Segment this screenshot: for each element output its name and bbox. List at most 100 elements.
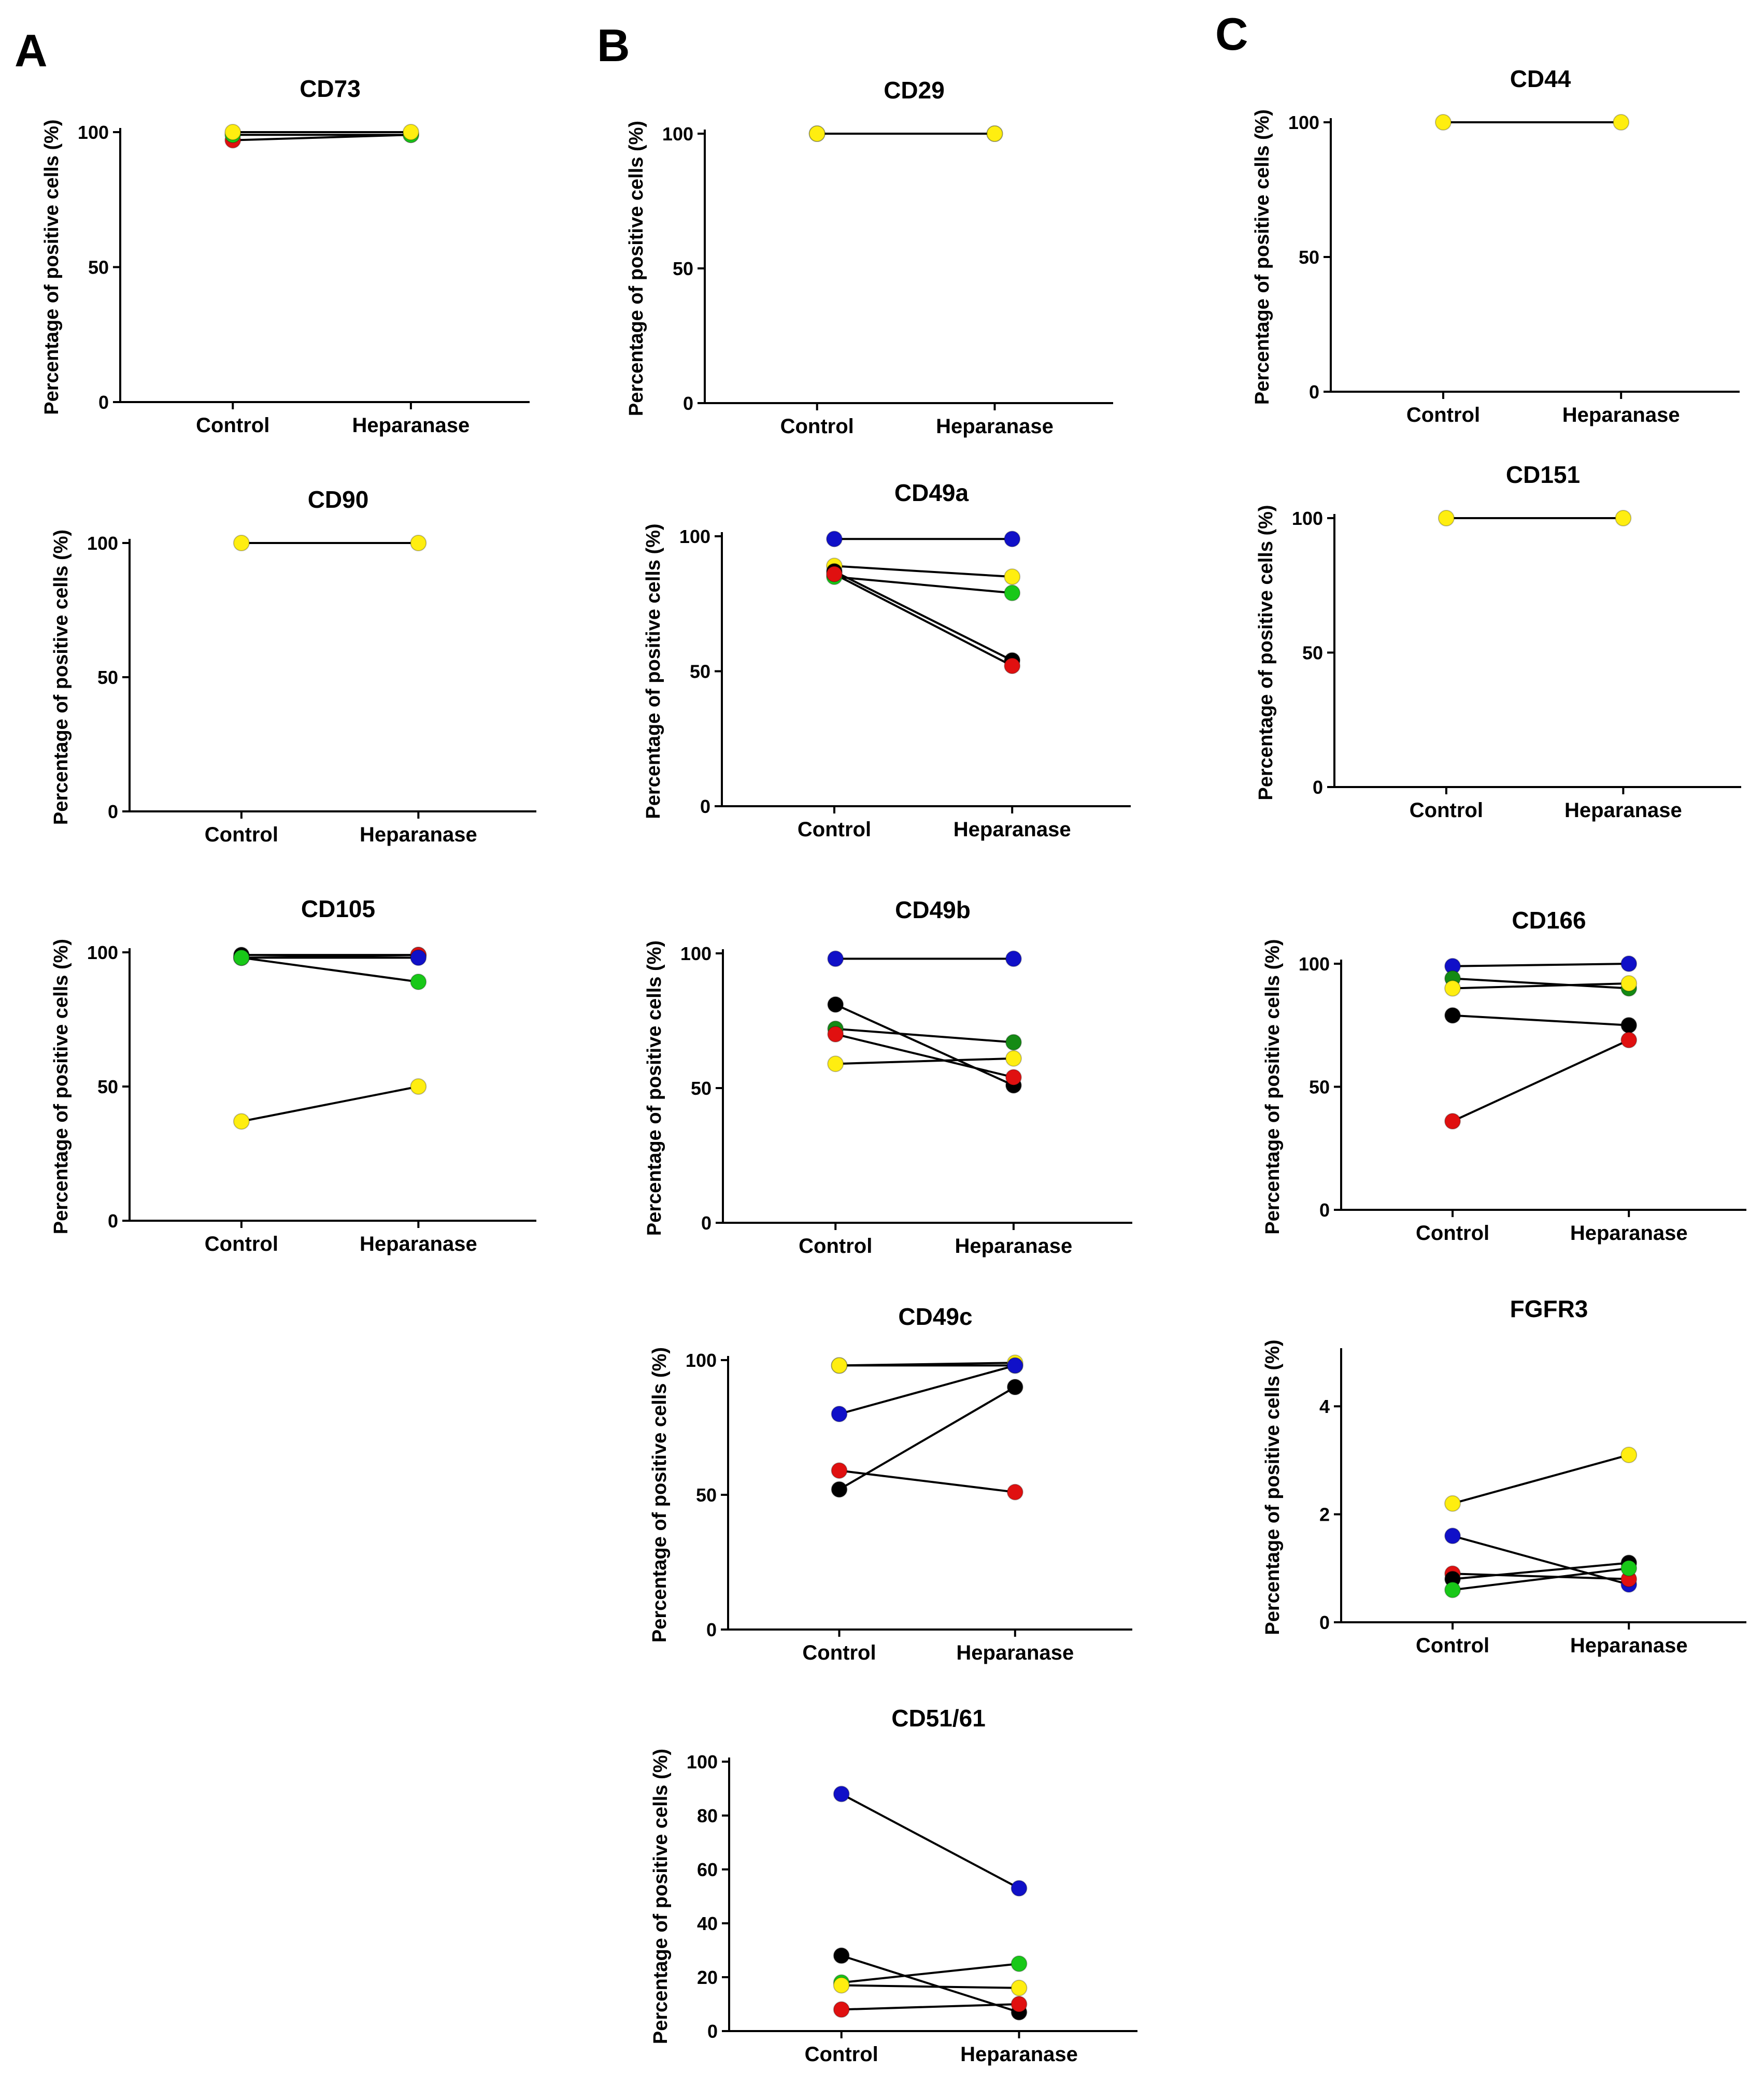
series-line-green: [835, 1027, 1014, 1044]
x-tick-label: Control: [205, 823, 278, 846]
chart-title: CD166: [1512, 907, 1586, 934]
data-point-black: [831, 1481, 848, 1498]
x-tick-label: Control: [799, 1235, 872, 1258]
series-line-black: [835, 1003, 1014, 1087]
y-tick-label: 0: [1319, 1612, 1330, 1633]
series-line-red: [839, 1469, 1016, 1493]
data-point-yellow: [402, 124, 419, 140]
data-point-red: [1620, 1032, 1638, 1049]
x-tick-label: Heparanase: [360, 1233, 477, 1255]
data-point-yellow: [1005, 1050, 1022, 1067]
y-tick-label: 100: [1292, 508, 1323, 529]
series-line-red: [1452, 1039, 1630, 1122]
chart-title: CD105: [301, 895, 375, 922]
data-point-yellow: [233, 1113, 250, 1130]
y-tick-label: 100: [687, 1751, 718, 1773]
series-line-black: [1452, 1562, 1629, 1580]
y-tick-label: 0: [1319, 1199, 1330, 1221]
data-point-red: [827, 1026, 844, 1042]
y-tick-label: 60: [697, 1859, 718, 1880]
data-point-black: [827, 996, 844, 1013]
series-line-blue: [841, 1793, 1020, 1890]
chart-title: CD151: [1506, 461, 1580, 488]
x-tick-label: Heparanase: [954, 818, 1071, 841]
y-axis-label: Percentage of positive cells (%): [644, 940, 665, 1236]
data-point-blue: [1444, 1527, 1461, 1545]
y-tick-label: 0: [683, 393, 693, 414]
data-point-blue: [831, 1406, 848, 1422]
x-tick-label: Control: [1416, 1634, 1489, 1657]
data-point-blue: [410, 949, 427, 966]
y-tick-label: 0: [1313, 777, 1323, 798]
y-tick-label: 80: [697, 1805, 718, 1826]
data-point-blue: [833, 1785, 850, 1803]
x-tick-label: Control: [196, 414, 269, 437]
series-line-black: [838, 1386, 1016, 1491]
data-point-blue: [827, 950, 844, 967]
chart-cd105: CD105 Percentage of positive cells (%) 0 50…: [50, 895, 536, 1255]
data-point-black: [1006, 1379, 1023, 1395]
series-line-black: [841, 1954, 1020, 2013]
data-point-yellow: [410, 1078, 427, 1095]
y-tick-label: 100: [87, 942, 118, 963]
data-point-blue: [1006, 1357, 1023, 1374]
x-tick-label: Heparanase: [1562, 404, 1680, 426]
chart-title: CD49b: [895, 896, 971, 923]
panel-letter-b: B: [597, 20, 630, 71]
data-point-yellow: [1615, 510, 1632, 526]
chart-cd166: CD166 Percentage of positive cells (%) 0 50…: [1262, 907, 1746, 1245]
x-tick-label: Control: [1406, 404, 1480, 426]
y-tick-label: 50: [97, 1076, 118, 1097]
series-line-blue: [838, 1364, 1016, 1415]
x-tick-label: Heparanase: [955, 1235, 1073, 1258]
data-point-blue: [826, 531, 843, 548]
x-tick-label: Heparanase: [960, 2043, 1078, 2066]
data-point-yellow: [1004, 568, 1021, 585]
y-tick-label: 50: [1302, 642, 1323, 664]
data-point-green: [410, 973, 427, 990]
data-point-green: [1444, 1581, 1461, 1598]
y-axis-label: Percentage of positive cells (%): [1262, 1339, 1284, 1635]
data-point-green: [1011, 1955, 1028, 1972]
y-tick-label: 100: [680, 943, 712, 964]
chart-fgfr3: FGFR3 Percentage of positive cells (%) 0 2 4…: [1262, 1295, 1746, 1657]
y-axis-label: Percentage of positive cells (%): [1262, 939, 1284, 1234]
chart-title: CD73: [300, 75, 361, 102]
x-tick-label: Control: [1410, 799, 1483, 822]
y-tick-label: 100: [78, 122, 109, 143]
data-point-yellow: [1444, 980, 1461, 997]
series-line-blue: [1452, 1535, 1629, 1585]
chart-cd49c: CD49c Percentage of positive cells (%) 0 50…: [649, 1303, 1132, 1664]
series-line-green: [834, 576, 1013, 594]
chart-title: CD49c: [898, 1303, 972, 1330]
y-tick-label: 0: [108, 1210, 118, 1232]
series-line-yellow: [1452, 1454, 1629, 1505]
data-point-red: [1444, 1113, 1461, 1130]
data-point-yellow: [1444, 1495, 1461, 1512]
y-axis-label: Percentage of positive cells (%): [649, 1347, 671, 1642]
series-line-yellow: [841, 1984, 1019, 1989]
data-point-yellow: [1011, 1979, 1028, 1996]
data-point-blue: [1620, 955, 1638, 972]
series-line-green: [841, 1963, 1019, 1984]
y-tick-label: 0: [98, 392, 109, 413]
x-tick-label: Control: [805, 2043, 878, 2066]
chart-cd151: CD151 Percentage of positive cells (%) 0 50…: [1255, 461, 1741, 822]
y-tick-label: 50: [1309, 1077, 1330, 1098]
data-point-green: [1620, 1560, 1638, 1577]
chart-title: CD29: [884, 77, 945, 104]
series-line-red: [1452, 1573, 1629, 1580]
y-axis-label: Percentage of positive cells (%): [643, 523, 664, 819]
chart-title: CD44: [1510, 65, 1571, 92]
chart-cd5161: CD51/61 Percentage of positive cells (%) 0…: [650, 1705, 1137, 2066]
data-point-red: [831, 1462, 848, 1479]
y-tick-label: 0: [707, 2021, 718, 2042]
data-point-yellow: [827, 1055, 844, 1073]
data-point-yellow: [808, 125, 826, 142]
y-axis-label: Percentage of positive cells (%): [50, 939, 72, 1234]
y-tick-label: 40: [697, 1913, 718, 1934]
y-axis-label: Percentage of positive cells (%): [41, 119, 63, 415]
data-point-black: [1620, 1017, 1638, 1034]
y-tick-label: 50: [691, 1078, 712, 1099]
y-tick-label: 100: [662, 123, 693, 145]
